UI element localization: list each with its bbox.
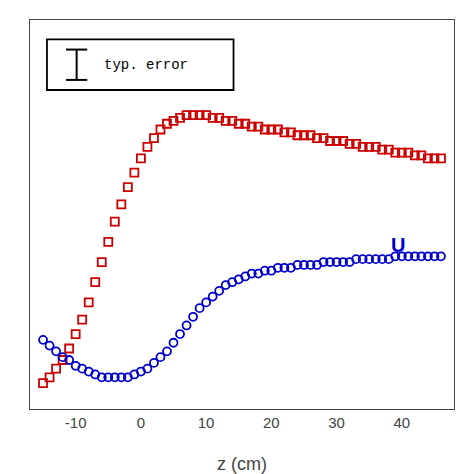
svg-text:z (cm): z (cm) xyxy=(217,454,267,474)
svg-text:10: 10 xyxy=(198,414,215,431)
svg-text:typ. error: typ. error xyxy=(104,57,188,73)
svg-text:20: 20 xyxy=(263,414,280,431)
svg-text:0: 0 xyxy=(137,414,145,431)
svg-text:30: 30 xyxy=(328,414,345,431)
svg-text:U: U xyxy=(391,234,405,256)
svg-text:40: 40 xyxy=(393,414,410,431)
svg-text:-10: -10 xyxy=(65,414,87,431)
